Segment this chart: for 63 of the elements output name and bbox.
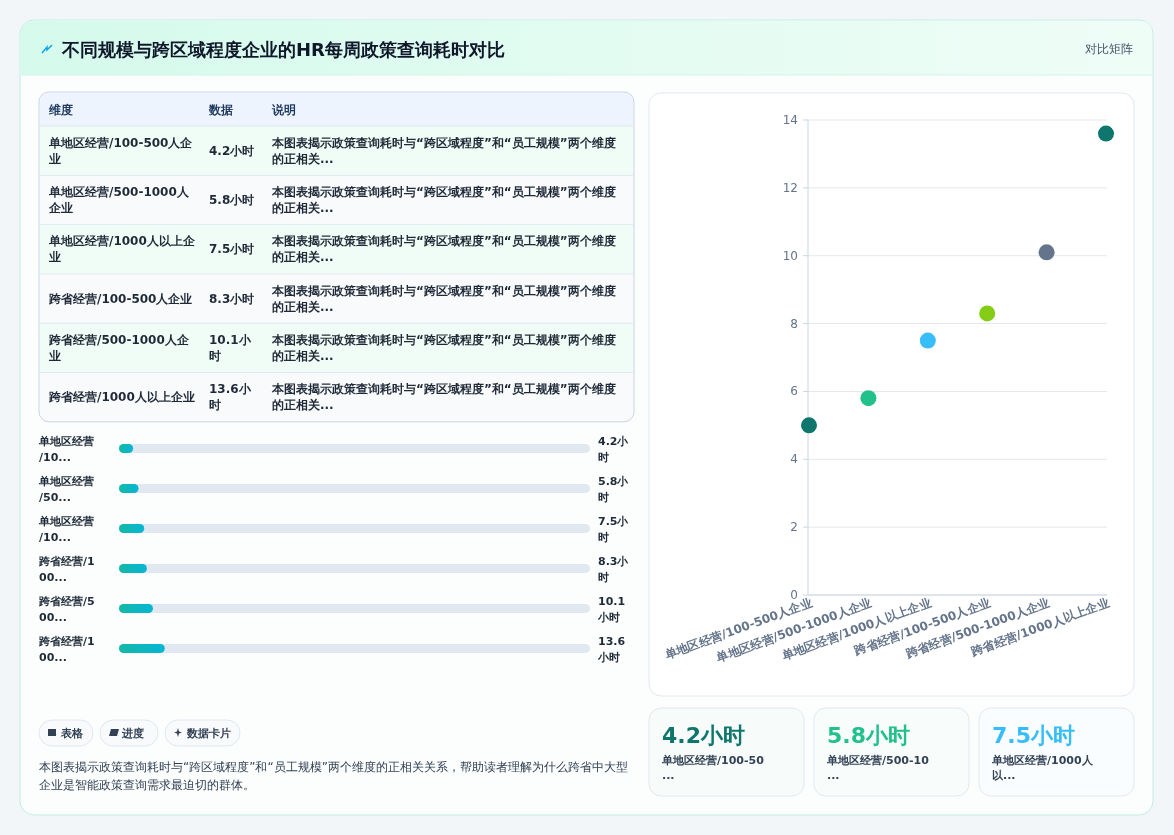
text: 数据 — [208, 103, 233, 117]
text: 维度 — [48, 103, 73, 117]
y-tick-label: 10 — [782, 248, 798, 263]
y-tick-label: 14 — [782, 113, 798, 127]
text: 本图表揭示政策查询耗时与“跨区域程度”和“员工规模”两个维度的正相关... — [271, 184, 616, 215]
data-label: 5.8小时 — [598, 475, 630, 504]
text: 10.1小时 — [209, 332, 252, 363]
data-label: 4.2小时 — [662, 723, 745, 748]
text: 单地区经营/500-1000人企业 — [48, 184, 190, 215]
text: 本图表揭示政策查询耗时与“跨区域程度”和“员工规模”两个维度的正相关... — [271, 332, 616, 363]
point — [1098, 125, 1114, 142]
text: 本图表揭示政策查询耗时与“跨区域程度”和“员工规模”两个维度的正相关... — [271, 382, 616, 413]
category-label: 单地区经营/100-50... — [661, 754, 765, 782]
data-label: 13.6小时 — [597, 635, 626, 664]
y-tick-label: 2 — [790, 520, 798, 535]
category-label: 单地区经营/10... — [39, 515, 94, 544]
point — [1038, 244, 1055, 261]
y-tick-label: 8 — [790, 316, 798, 331]
text: 跨省经营/500-1000人企业 — [48, 332, 190, 363]
y-tick-label: 0 — [790, 588, 798, 602]
text: 进度 — [121, 727, 144, 740]
data-label: 7.5小时 — [598, 515, 630, 544]
category-label: 跨省经营/100... — [39, 635, 95, 664]
point — [979, 305, 996, 322]
category-label: 跨省经营/500... — [39, 595, 95, 624]
text: 跨省经营/100-500人企业 — [48, 291, 193, 306]
category-label: 跨省经营/100... — [39, 555, 95, 584]
text: 本图表揭示政策查询耗时与“跨区域程度”和“员工规模”两个维度的正相关... — [271, 234, 616, 265]
text: 本图表揭示政策查询耗时与“跨区域程度”和“员工规模”两个维度的正相关... — [271, 135, 616, 166]
text: 4.2小时 — [209, 143, 255, 158]
category-label: 单地区经营/10... — [39, 435, 94, 464]
text: 说明 — [271, 103, 296, 117]
text: 13.6小时 — [209, 382, 252, 413]
text: 8.3小时 — [209, 291, 255, 306]
text: 本图表揭示政策查询耗时与“跨区域程度”和“员工规模”两个维度的正相关关系，帮助读者理解为什么跨省中大型企业是智能政策查询需求最迫切的群体。 — [39, 760, 628, 792]
bar — [119, 604, 153, 613]
text: 7.5小时 — [209, 242, 255, 257]
y-tick-label: 12 — [782, 180, 798, 195]
y-tick-label: 4 — [790, 452, 798, 467]
text: 单地区经营/100-500人企业 — [48, 135, 194, 166]
data-label: 7.5小时 — [992, 723, 1075, 748]
text: 本图表揭示政策查询耗时与“跨区域程度”和“员工规模”两个维度的正相关... — [271, 283, 616, 314]
text: 跨省经营/1000人以上企业 — [48, 390, 195, 405]
text: 数据卡片 — [186, 727, 231, 740]
y-tick-label: 6 — [790, 384, 798, 399]
point — [860, 390, 877, 407]
data-label: 4.2小时 — [598, 435, 630, 464]
bar — [119, 564, 147, 573]
category-label: 单地区经营/1000人以... — [991, 754, 1094, 782]
category-label: 单地区经营/50... — [39, 475, 94, 504]
text: 表格 — [60, 727, 84, 740]
data-label: 8.3小时 — [598, 555, 630, 584]
data-label: 5.8小时 — [827, 723, 910, 748]
text: 单地区经营/1000人以上企业 — [48, 234, 196, 265]
text: 对比矩阵 — [1085, 42, 1133, 56]
text: 5.8小时 — [209, 192, 255, 207]
bar — [119, 524, 145, 533]
point — [919, 332, 936, 349]
point — [801, 417, 817, 434]
data-label: 10.1小时 — [597, 595, 626, 624]
text: 不同规模与跨区域程度企业的HR每周政策查询耗时对比 — [61, 39, 505, 60]
bar — [119, 644, 165, 653]
category-label: 单地区经营/500-10... — [826, 754, 930, 782]
